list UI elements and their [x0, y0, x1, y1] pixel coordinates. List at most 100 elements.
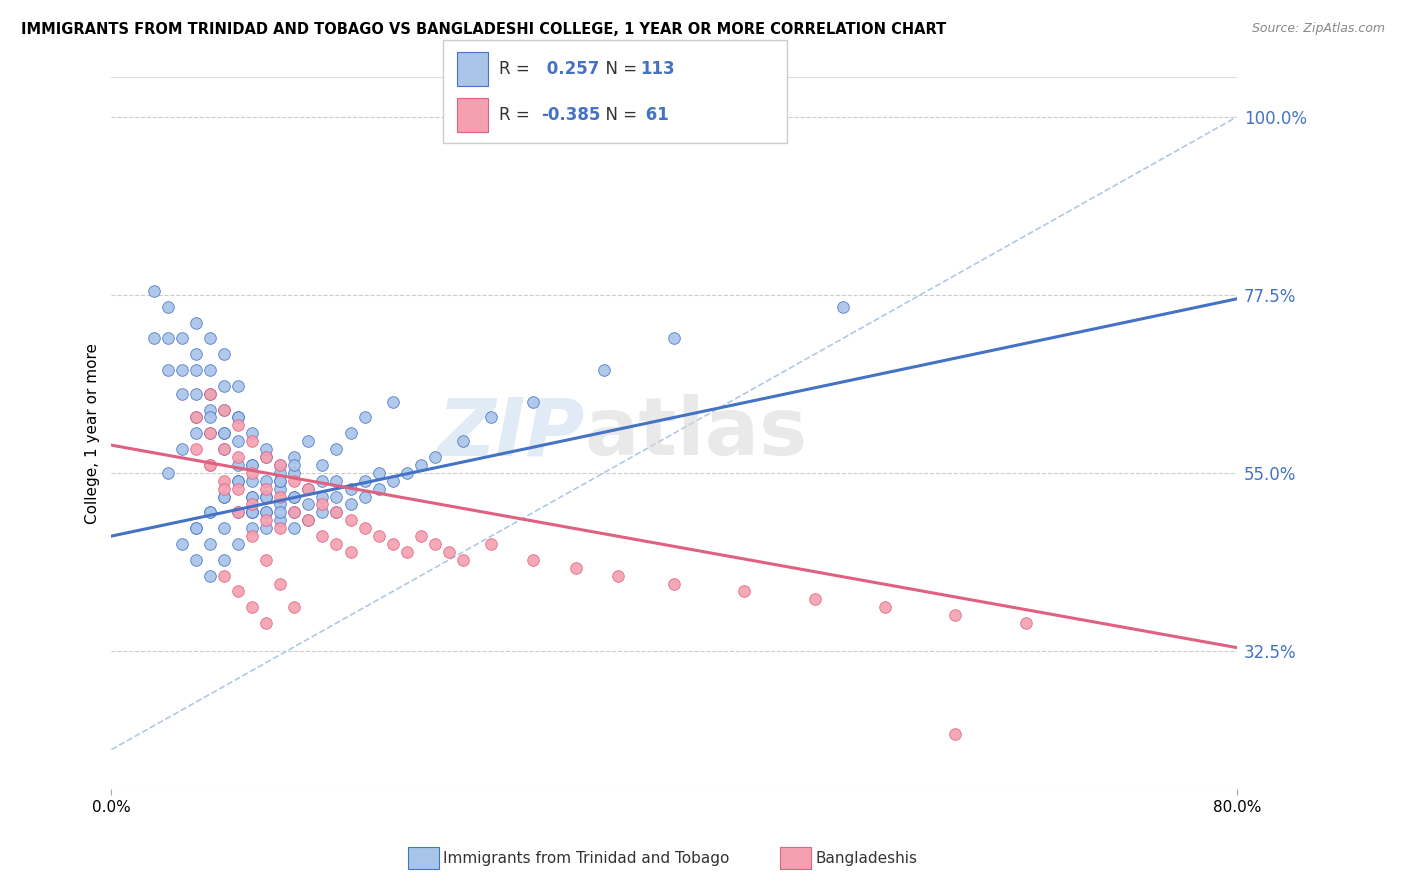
- Point: [339, 426, 361, 441]
- Point: [451, 434, 474, 449]
- Point: [240, 474, 263, 488]
- Point: [564, 560, 586, 574]
- Point: [662, 331, 685, 345]
- Point: [381, 474, 404, 488]
- Point: [254, 505, 277, 519]
- Point: [437, 545, 460, 559]
- Point: [269, 474, 291, 488]
- Text: R =: R =: [499, 106, 536, 124]
- Point: [198, 386, 221, 401]
- Point: [325, 490, 347, 504]
- Point: [381, 537, 404, 551]
- Text: Source: ZipAtlas.com: Source: ZipAtlas.com: [1251, 22, 1385, 36]
- Point: [240, 490, 263, 504]
- Point: [226, 482, 249, 496]
- Point: [522, 553, 544, 567]
- Point: [367, 482, 389, 496]
- Point: [240, 458, 263, 472]
- Point: [212, 553, 235, 567]
- Point: [198, 426, 221, 441]
- Text: ZIP: ZIP: [437, 394, 583, 472]
- Point: [395, 545, 418, 559]
- Point: [283, 490, 305, 504]
- Point: [156, 300, 179, 314]
- Point: [240, 505, 263, 519]
- Point: [226, 505, 249, 519]
- Point: [142, 284, 165, 298]
- Point: [254, 490, 277, 504]
- Point: [198, 426, 221, 441]
- Point: [254, 482, 277, 496]
- Point: [226, 537, 249, 551]
- Point: [1015, 616, 1038, 631]
- Point: [254, 442, 277, 456]
- Point: [311, 498, 333, 512]
- Point: [283, 521, 305, 535]
- Point: [254, 616, 277, 631]
- Point: [212, 402, 235, 417]
- Point: [831, 300, 853, 314]
- Point: [240, 458, 263, 472]
- Point: [240, 521, 263, 535]
- Point: [212, 426, 235, 441]
- Point: [423, 450, 446, 464]
- Point: [943, 608, 966, 623]
- Point: [240, 466, 263, 480]
- Point: [254, 490, 277, 504]
- Point: [226, 450, 249, 464]
- Point: [254, 553, 277, 567]
- Point: [212, 568, 235, 582]
- Point: [409, 529, 432, 543]
- Point: [240, 529, 263, 543]
- Point: [198, 458, 221, 472]
- Point: [479, 537, 502, 551]
- Point: [943, 727, 966, 741]
- Point: [254, 521, 277, 535]
- Point: [198, 505, 221, 519]
- Point: [353, 521, 375, 535]
- Point: [212, 442, 235, 456]
- Point: [423, 537, 446, 551]
- Point: [212, 490, 235, 504]
- Point: [297, 434, 319, 449]
- Point: [198, 331, 221, 345]
- Point: [240, 600, 263, 615]
- Point: [522, 394, 544, 409]
- Point: [311, 505, 333, 519]
- Point: [240, 490, 263, 504]
- Point: [184, 521, 207, 535]
- Text: IMMIGRANTS FROM TRINIDAD AND TOBAGO VS BANGLADESHI COLLEGE, 1 YEAR OR MORE CORRE: IMMIGRANTS FROM TRINIDAD AND TOBAGO VS B…: [21, 22, 946, 37]
- Point: [254, 490, 277, 504]
- Point: [198, 537, 221, 551]
- Point: [311, 529, 333, 543]
- Point: [311, 490, 333, 504]
- Point: [269, 513, 291, 527]
- Point: [254, 513, 277, 527]
- Point: [170, 386, 193, 401]
- Point: [226, 584, 249, 599]
- Point: [606, 568, 628, 582]
- Point: [269, 498, 291, 512]
- Point: [226, 474, 249, 488]
- Point: [226, 410, 249, 425]
- Point: [254, 450, 277, 464]
- Point: [254, 505, 277, 519]
- Point: [156, 466, 179, 480]
- Point: [156, 363, 179, 377]
- Point: [592, 363, 614, 377]
- Point: [156, 331, 179, 345]
- Point: [226, 410, 249, 425]
- Point: [353, 474, 375, 488]
- Point: [170, 363, 193, 377]
- Point: [269, 458, 291, 472]
- Point: [142, 331, 165, 345]
- Text: -0.385: -0.385: [541, 106, 600, 124]
- Point: [325, 442, 347, 456]
- Point: [269, 521, 291, 535]
- Point: [212, 482, 235, 496]
- Point: [283, 505, 305, 519]
- Point: [297, 513, 319, 527]
- Point: [240, 498, 263, 512]
- Point: [283, 458, 305, 472]
- Point: [353, 490, 375, 504]
